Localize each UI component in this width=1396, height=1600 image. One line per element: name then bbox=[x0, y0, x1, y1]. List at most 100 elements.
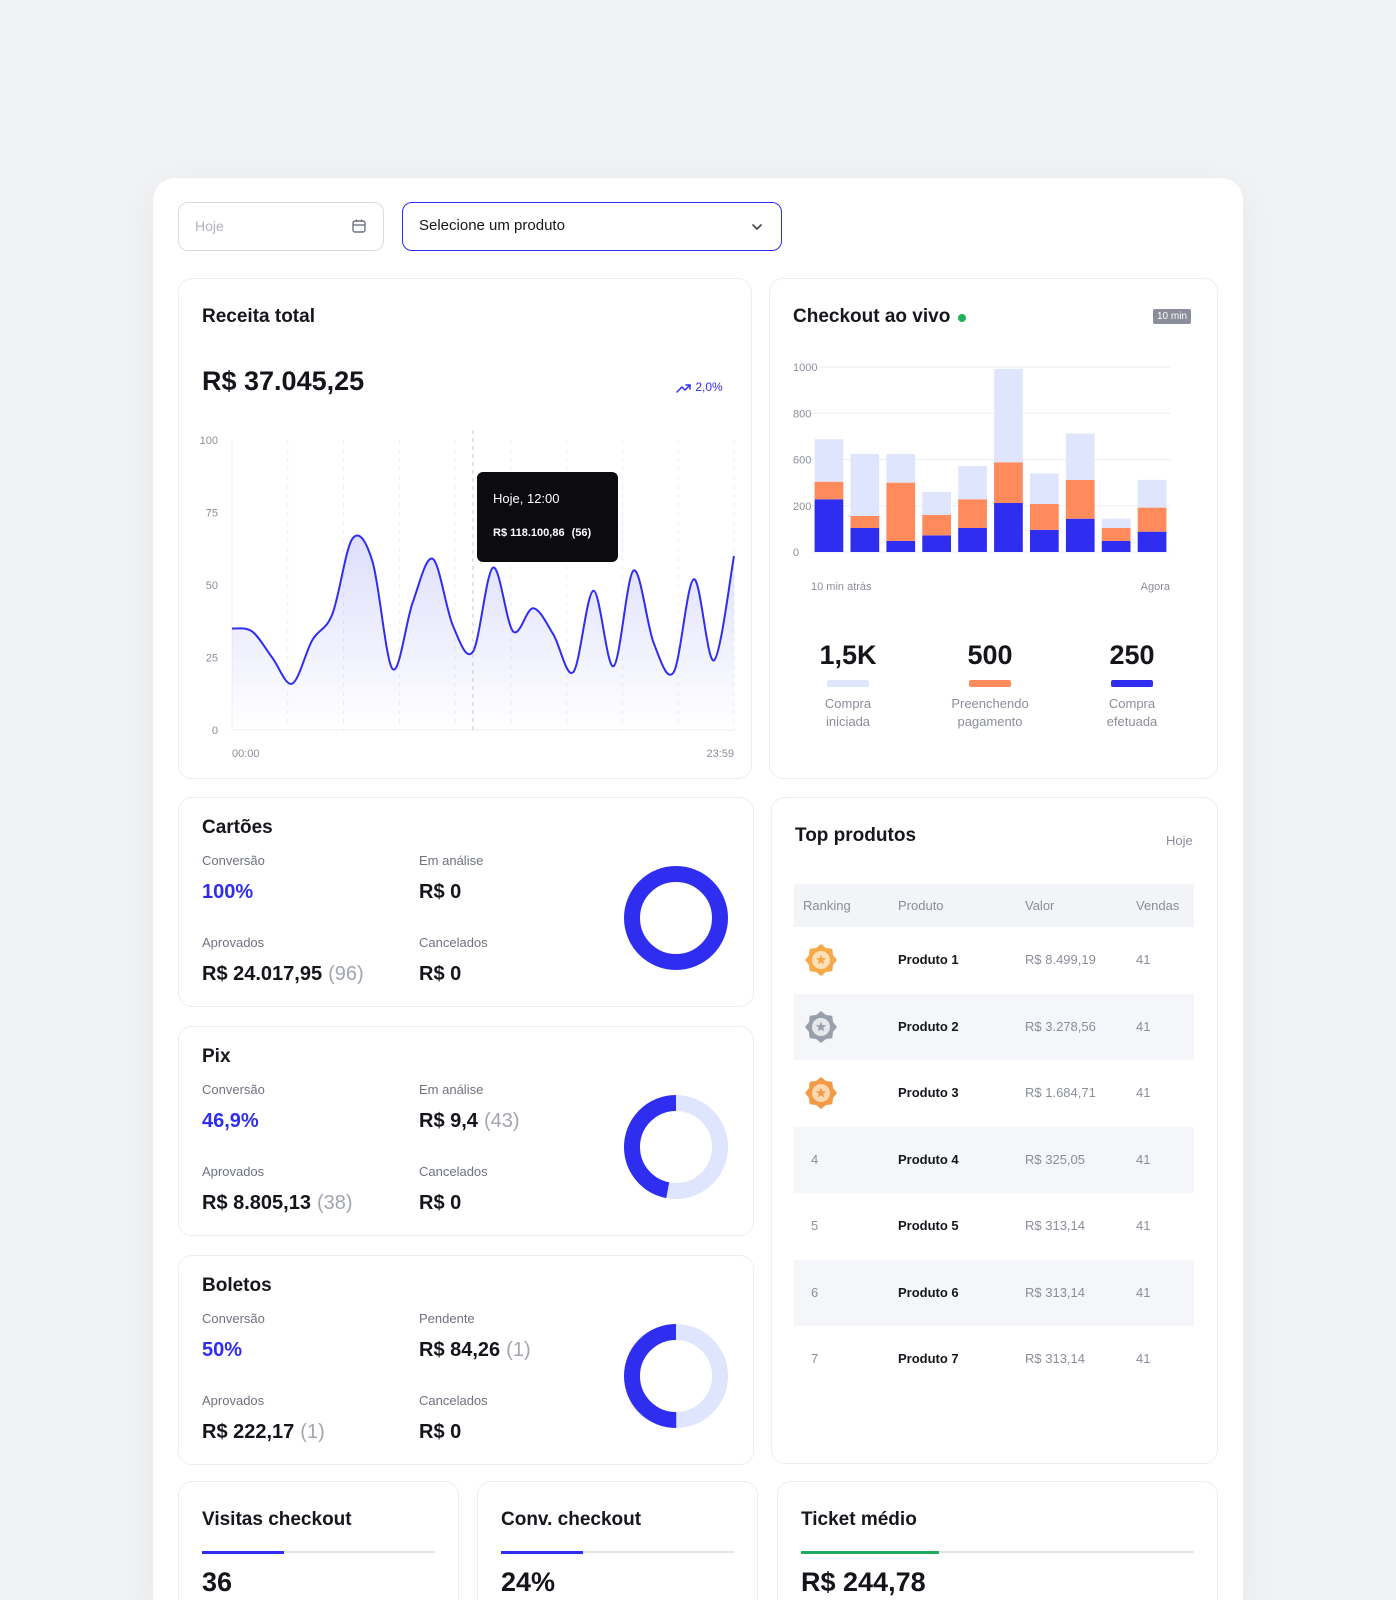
top-products-period[interactable]: Hoje bbox=[1166, 833, 1193, 848]
col-vendas: Vendas bbox=[1136, 898, 1180, 913]
kpi-progress-fill bbox=[202, 1550, 284, 1554]
checkout-bar-segment bbox=[1137, 507, 1167, 532]
checkout-stat-value: 500 bbox=[967, 640, 1013, 670]
live-indicator-icon bbox=[958, 314, 966, 322]
checkout-stat-swatch bbox=[969, 680, 1011, 687]
secondary-value: R$ 0 bbox=[419, 881, 461, 904]
table-row[interactable]: 4 Produto 4 R$ 325,05 41 bbox=[794, 1126, 1194, 1193]
y-tick-label: 25 bbox=[206, 653, 218, 665]
secondary-label: Em análise bbox=[419, 853, 484, 868]
y-tick-label: 100 bbox=[200, 435, 218, 447]
checkout-bar-segment bbox=[886, 540, 916, 552]
checkout-bar-segment bbox=[814, 481, 844, 500]
checkout-stats: 1,5K Compra iniciada 500 Preenchendo pagament… bbox=[769, 640, 1218, 750]
y-tick-label: 1000 bbox=[793, 362, 817, 374]
y-tick-label: 600 bbox=[793, 455, 811, 467]
table-row[interactable]: 7 Produto 7 R$ 313,14 41 bbox=[794, 1326, 1194, 1392]
checkout-bar-segment bbox=[922, 515, 952, 536]
table-row[interactable]: 5 Produto 5 R$ 313,14 41 bbox=[794, 1193, 1194, 1259]
conversion-value: 46,9% bbox=[202, 1110, 259, 1132]
kpi-progress-fill bbox=[501, 1550, 583, 1554]
donut-arc bbox=[624, 1324, 728, 1428]
product-name: Produto 7 bbox=[898, 1351, 959, 1366]
conversion-label: Conversão bbox=[202, 1311, 265, 1326]
checkout-stat-label-1: Compra bbox=[1108, 696, 1156, 711]
checkout-stat: 1,5K Compra iniciada bbox=[788, 640, 908, 731]
approved-label: Aprovados bbox=[202, 1393, 265, 1408]
product-sales: 41 bbox=[1136, 1351, 1151, 1366]
secondary-amount: R$ 9,4 bbox=[419, 1110, 478, 1132]
conversion-donut bbox=[624, 866, 728, 970]
table-row[interactable]: Produto 3 R$ 1.684,71 41 bbox=[794, 1060, 1194, 1126]
checkout-stat: 250 Compra efetuada bbox=[1072, 640, 1192, 731]
checkout-bar-segment bbox=[958, 465, 987, 500]
conversion-value: 100% bbox=[202, 881, 254, 903]
payment-title: Pix bbox=[202, 1046, 231, 1067]
secondary-amount: R$ 84,26 bbox=[419, 1339, 501, 1361]
checkout-stat-swatch bbox=[1111, 680, 1153, 687]
kpi-value: R$ 244,78 bbox=[801, 1567, 926, 1597]
approved-count: (38) bbox=[316, 1192, 353, 1214]
approved-label: Aprovados bbox=[202, 1164, 265, 1179]
checkout-bar-segment bbox=[814, 439, 844, 482]
product-value: R$ 1.684,71 bbox=[1025, 1085, 1096, 1100]
rank-number: 4 bbox=[811, 1151, 819, 1167]
rank-number: 7 bbox=[811, 1351, 819, 1366]
calendar-icon bbox=[352, 219, 366, 233]
product-sales: 41 bbox=[1136, 1284, 1151, 1300]
approved-count: (96) bbox=[328, 963, 364, 985]
checkout-stat-label-2: pagamento bbox=[957, 714, 1023, 729]
product-value: R$ 313,14 bbox=[1025, 1351, 1085, 1366]
product-sales: 41 bbox=[1136, 1218, 1151, 1233]
checkout-stat-value: 250 bbox=[1109, 640, 1155, 670]
conversion-donut bbox=[624, 1324, 728, 1428]
kpi-card bbox=[477, 1481, 758, 1600]
donut-arc bbox=[624, 1095, 728, 1199]
checkout-stat-swatch bbox=[827, 680, 869, 687]
approved-count: (1) bbox=[300, 1421, 325, 1443]
table-row[interactable]: Produto 2 R$ 3.278,56 41 bbox=[794, 993, 1194, 1060]
checkout-bar-segment bbox=[850, 453, 880, 516]
cancelled-label: Cancelados bbox=[419, 1393, 488, 1408]
table-row[interactable]: 6 Produto 6 R$ 313,14 41 bbox=[794, 1259, 1194, 1326]
col-valor: Valor bbox=[1025, 898, 1055, 913]
checkout-chart: 1000 800 600 200 0 10 min atrás Agora bbox=[793, 362, 1171, 593]
product-select[interactable]: Selecione um produto bbox=[402, 202, 782, 251]
checkout-stat-value: 1,5K bbox=[819, 640, 877, 670]
checkout-bar-segment bbox=[922, 535, 952, 552]
checkout-bar-segment bbox=[886, 453, 916, 483]
conversion-label: Conversão bbox=[202, 853, 265, 868]
product-value: R$ 8.499,19 bbox=[1025, 952, 1096, 967]
checkout-period-badge: 10 min bbox=[1153, 309, 1192, 324]
checkout-bar-segment bbox=[1065, 433, 1095, 480]
kpi-progress-track bbox=[801, 1550, 1194, 1554]
checkout-bar-segment bbox=[1101, 540, 1131, 552]
trend-up-icon bbox=[676, 384, 691, 393]
date-filter-input[interactable]: Hoje bbox=[178, 202, 384, 251]
top-products-table-header: Ranking Produto Valor Vendas bbox=[794, 884, 1194, 927]
product-value: R$ 3.278,56 bbox=[1025, 1018, 1096, 1034]
product-name: Produto 5 bbox=[898, 1218, 959, 1233]
checkout-bar-segment bbox=[814, 499, 844, 552]
checkout-bar-segment bbox=[1137, 531, 1167, 552]
checkout-stat-label-1: Compra bbox=[824, 696, 872, 711]
checkout-bar-segment bbox=[922, 491, 952, 515]
revenue-trend-value: 2,0% bbox=[695, 380, 723, 394]
table-row[interactable]: Produto 1 R$ 8.499,19 41 bbox=[794, 927, 1194, 993]
checkout-stat-label-1: Preenchendo bbox=[951, 696, 1029, 711]
kpi-title: Ticket médio bbox=[801, 1509, 917, 1530]
approved-value: R$ 24.017,95 (96) bbox=[202, 963, 364, 986]
chevron-down-icon bbox=[752, 224, 762, 230]
checkout-bar-segment bbox=[1065, 479, 1095, 519]
checkout-bar-segment bbox=[850, 527, 880, 552]
top-products-title: Top produtos bbox=[795, 825, 917, 846]
cancelled-value: R$ 0 bbox=[419, 1192, 462, 1214]
donut-arc bbox=[624, 866, 728, 970]
secondary-count: (1) bbox=[506, 1339, 531, 1361]
y-tick-label: 0 bbox=[793, 547, 799, 559]
cancelled-value: R$ 0 bbox=[419, 1421, 462, 1443]
gold-medal-icon bbox=[805, 944, 837, 976]
product-select-value: Selecione um produto bbox=[419, 217, 565, 234]
x-tick-label: 23:59 bbox=[706, 748, 734, 760]
approved-value: R$ 222,17 (1) bbox=[202, 1421, 325, 1444]
